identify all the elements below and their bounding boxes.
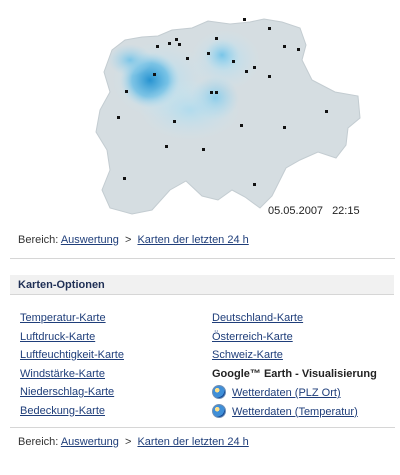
breadcrumb-prefix: Bereich: [18, 234, 59, 246]
globe-icon [212, 385, 226, 399]
breadcrumb: Bereich: Auswertung > Karten der letzten… [18, 234, 249, 246]
breadcrumb-link-auswertung[interactable]: Auswertung [60, 436, 119, 448]
breadcrumb-bottom: Bereich: Auswertung > Karten der letzten… [18, 436, 249, 448]
google-earth-heading: Google™ Earth - Visualisierung [212, 367, 377, 380]
list-item: Luftdruck-Karte [20, 330, 124, 349]
list-item: Österreich-Karte [212, 330, 377, 349]
globe-icon [212, 403, 226, 418]
section-title: Karten-Optionen [10, 275, 394, 295]
link-niederschlag-karte[interactable]: Niederschlag-Karte [20, 386, 115, 398]
precipitation-overlay [108, 30, 260, 140]
link-windstaerke-karte[interactable]: Windstärke-Karte [20, 367, 105, 380]
list-item: Wetterdaten (Temperatur) [212, 403, 377, 423]
timestamp-date: 05.05.2007 [268, 205, 324, 217]
divider [10, 258, 395, 259]
list-item: Schweiz-Karte [212, 348, 377, 367]
list-item: Deutschland-Karte [212, 311, 377, 330]
list-item: Bedeckung-Karte [20, 404, 124, 423]
link-wetterdaten-temperatur[interactable]: Wetterdaten (Temperatur) [232, 405, 358, 418]
link-oesterreich-karte[interactable]: Österreich-Karte [212, 330, 293, 343]
list-item: Windstärke-Karte [20, 367, 124, 386]
breadcrumb-link-karten[interactable]: Karten der letzten 24 h [137, 234, 249, 246]
link-deutschland-karte[interactable]: Deutschland-Karte [212, 312, 304, 324]
link-luftdruck-karte[interactable]: Luftdruck-Karte [20, 330, 96, 343]
map-graphic [95, 18, 361, 215]
breadcrumb-link-karten[interactable]: Karten der letzten 24 h [137, 436, 249, 448]
list-item: Wetterdaten (PLZ Ort) [212, 385, 377, 404]
breadcrumb-link-auswertung[interactable]: Auswertung [60, 234, 119, 246]
timestamp-time: 22:15 [332, 205, 360, 217]
switzerland-precipitation-map: 05.05.2007 22:15 [0, 0, 400, 225]
list-item: Luftfeuchtigkeit-Karte [20, 348, 124, 367]
link-schweiz-karte[interactable]: Schweiz-Karte [212, 349, 283, 361]
link-temperatur-karte[interactable]: Temperatur-Karte [20, 312, 106, 324]
list-item: Google™ Earth - Visualisierung [212, 367, 377, 386]
link-bedeckung-karte[interactable]: Bedeckung-Karte [20, 404, 105, 417]
breadcrumb-separator: > [124, 436, 132, 448]
map-options-left-list: Temperatur-Karte Luftdruck-Karte Luftfeu… [20, 311, 124, 422]
list-item: Niederschlag-Karte [20, 385, 124, 404]
breadcrumb-prefix: Bereich: [18, 436, 59, 448]
link-luftfeuchtigkeit-karte[interactable]: Luftfeuchtigkeit-Karte [20, 349, 124, 361]
divider [10, 427, 395, 428]
link-wetterdaten-plz[interactable]: Wetterdaten (PLZ Ort) [232, 387, 341, 399]
station-markers [117, 18, 328, 186]
list-item: Temperatur-Karte [20, 311, 124, 330]
breadcrumb-separator: > [124, 234, 132, 246]
map-timestamp: 05.05.2007 22:15 [268, 205, 369, 217]
map-options-right-list: Deutschland-Karte Österreich-Karte Schwe… [212, 311, 377, 422]
